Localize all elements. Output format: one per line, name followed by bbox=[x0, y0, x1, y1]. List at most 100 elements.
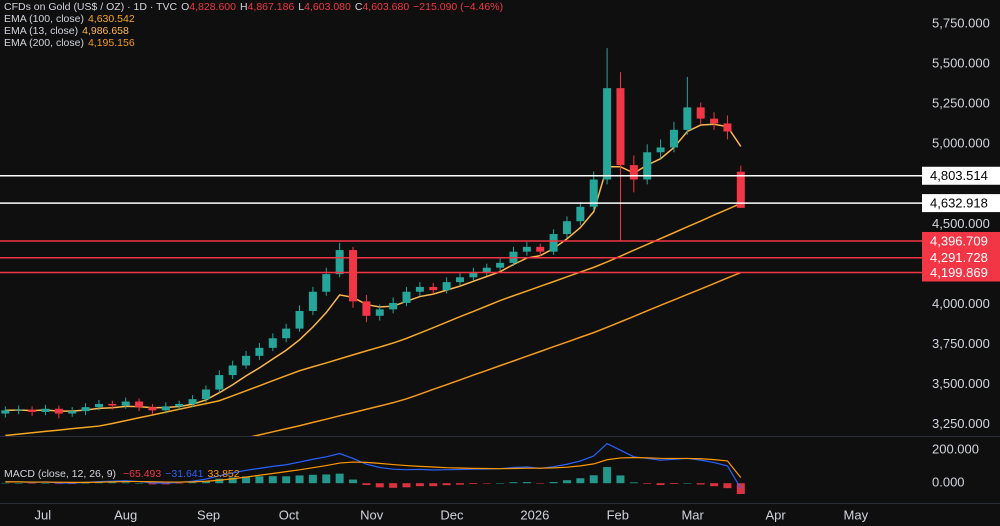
candle-body bbox=[656, 147, 665, 153]
macd-histogram-bar bbox=[456, 483, 464, 485]
macd-histogram-bar bbox=[429, 483, 438, 487]
candle-body bbox=[549, 234, 558, 252]
macd-histogram-bar bbox=[710, 483, 719, 487]
macd-histogram-bar bbox=[442, 483, 451, 486]
ema-value: 4,195.156 bbox=[87, 37, 135, 49]
y-tick-label: 4,500.000 bbox=[932, 216, 990, 231]
macd-histogram-bar bbox=[1, 482, 10, 484]
macd-histogram-bar bbox=[402, 483, 411, 488]
macd-histogram-bar bbox=[215, 478, 224, 484]
candle-body bbox=[362, 301, 371, 316]
x-tick-label: Feb bbox=[607, 507, 629, 522]
price-label-box bbox=[922, 248, 1000, 267]
candle-body bbox=[322, 274, 331, 292]
candle-body bbox=[81, 407, 90, 412]
candle-body bbox=[469, 272, 478, 278]
ohlc-value: 4,867.186 bbox=[247, 1, 295, 13]
candle-body bbox=[148, 407, 157, 411]
y-tick-label: 3,500.000 bbox=[932, 376, 990, 391]
candle-body bbox=[456, 277, 464, 283]
candle-body bbox=[1, 410, 10, 414]
candle-body bbox=[94, 403, 103, 408]
candle-body bbox=[215, 375, 224, 390]
macd-histogram-bar bbox=[228, 477, 237, 484]
macd-histogram-bar bbox=[335, 473, 344, 484]
macd-histogram-bar bbox=[669, 483, 678, 485]
axes: 3,250.000 3,500.000 3,750.000 4,000.000 4,50… bbox=[34, 15, 1000, 522]
candle-body bbox=[161, 406, 170, 411]
price-label: 4,396.709 bbox=[930, 233, 988, 248]
candle-body bbox=[603, 88, 612, 180]
candle-body bbox=[121, 401, 130, 406]
price-label: 4,803.514 bbox=[930, 168, 988, 183]
candle-body bbox=[496, 262, 505, 268]
candle-body bbox=[429, 286, 438, 291]
macd-histogram-bar bbox=[736, 483, 745, 495]
macd-histogram-bar bbox=[282, 476, 291, 484]
ema-line bbox=[251, 271, 742, 436]
x-tick-label: Mar bbox=[681, 507, 704, 522]
candle-body bbox=[308, 291, 317, 311]
y-tick-label: 5,250.000 bbox=[932, 96, 990, 111]
ohlc-value: 4,828.600 bbox=[189, 1, 236, 13]
macd-histogram-bar bbox=[482, 483, 491, 484]
macd-value: 33.852 bbox=[207, 468, 240, 480]
macd-histogram-bar bbox=[349, 479, 358, 484]
candle-body bbox=[536, 246, 545, 252]
candle-body bbox=[736, 171, 745, 208]
candle-body bbox=[201, 389, 210, 400]
candle-body bbox=[108, 403, 117, 406]
ema-legend-row: EMA (200, close) 4,195.156 bbox=[4, 37, 507, 49]
macd-histogram-bar bbox=[723, 483, 732, 489]
candle-body bbox=[589, 179, 598, 207]
ohlc-row: CFDs on Gold (US$ / OZ) · 1D · TVC O4,828… bbox=[4, 1, 507, 13]
candle-body bbox=[175, 403, 184, 407]
candle-body bbox=[402, 291, 411, 303]
macd-histogram-bar bbox=[536, 483, 545, 484]
main-pane bbox=[0, 48, 920, 436]
price-label: 4,199.869 bbox=[930, 265, 988, 280]
candle-body bbox=[643, 152, 652, 180]
macd-value: −31.641 bbox=[165, 468, 204, 480]
candle-body bbox=[68, 411, 77, 414]
x-tick-label: Oct bbox=[279, 507, 300, 522]
candle-body bbox=[268, 338, 277, 348]
candle-body bbox=[54, 408, 63, 414]
candle-body bbox=[723, 123, 732, 132]
ema-legend-row: EMA (13, close) 4,986.658 bbox=[4, 25, 507, 37]
macd-histogram-bar bbox=[589, 475, 598, 484]
candle-body bbox=[28, 409, 37, 412]
macd-histogram-bar bbox=[175, 483, 184, 484]
macd-histogram-bar bbox=[14, 483, 23, 484]
y-tick-label: 0.000 bbox=[932, 475, 965, 490]
macd-histogram-bar bbox=[469, 483, 478, 485]
macd-histogram-bar bbox=[509, 482, 518, 484]
ema-value: 4,986.658 bbox=[82, 25, 129, 37]
candle-body bbox=[389, 302, 398, 310]
macd-value: −65.493 bbox=[122, 468, 162, 480]
x-tick-label: Sep bbox=[197, 507, 220, 522]
price-label-box bbox=[922, 231, 1000, 250]
y-tick-label: 4,000.000 bbox=[932, 296, 990, 311]
candle-body bbox=[242, 355, 251, 366]
macd-histogram-bar bbox=[148, 483, 157, 485]
macd-histogram-bar bbox=[308, 474, 317, 484]
macd-histogram-bar bbox=[41, 483, 50, 484]
candle-body bbox=[683, 107, 692, 130]
macd-histogram-bar bbox=[54, 483, 63, 484]
candle-body bbox=[135, 401, 144, 408]
candle-body bbox=[255, 347, 264, 356]
macd-histogram-bar bbox=[242, 476, 251, 484]
candle-body bbox=[41, 408, 50, 412]
macd-histogram-bar bbox=[375, 483, 384, 488]
macd-histogram-bar bbox=[576, 478, 585, 484]
ohlc-value: 4,603.680 bbox=[362, 1, 410, 13]
change: −215.090 (−4.46%) bbox=[413, 1, 504, 13]
macd-title: MACD (close, 12, 26, 9) bbox=[4, 468, 117, 480]
macd-pane bbox=[1, 442, 745, 495]
candle-body bbox=[629, 165, 638, 180]
ema-value: 4,630.542 bbox=[87, 13, 135, 25]
x-tick-label: Aug bbox=[114, 507, 137, 522]
y-tick-label: 3,250.000 bbox=[932, 416, 990, 431]
candle-body bbox=[188, 399, 197, 404]
